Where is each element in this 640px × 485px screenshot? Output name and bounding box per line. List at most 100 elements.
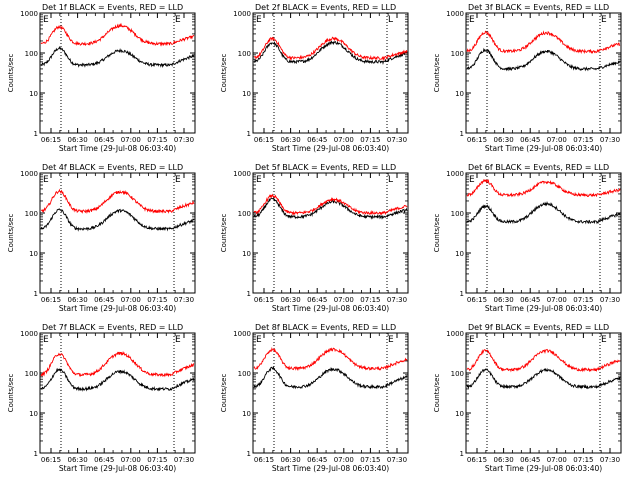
x-axis-label: Start Time (29-Jul-08 06:03:40) <box>485 464 602 473</box>
plot-title: Det 8f BLACK = Events, RED = LLD <box>255 323 396 332</box>
y-tick-label: 1000 <box>233 330 251 338</box>
marker-label: E <box>175 15 181 25</box>
x-tick-label: 06:45 <box>307 296 327 304</box>
marker-label: E <box>43 175 49 185</box>
series-line <box>253 366 408 390</box>
plot-title: Det 9f BLACK = Events, RED = LLD <box>468 323 609 332</box>
marker-label: E <box>469 335 475 345</box>
marker-label: E <box>469 175 475 185</box>
marker-label: E <box>469 15 475 25</box>
plot-frame <box>465 12 622 134</box>
x-tick-label: 06:15 <box>467 136 487 144</box>
x-tick-label: 06:45 <box>520 136 540 144</box>
x-tick-label: 06:30 <box>281 296 301 304</box>
y-tick-label: 1 <box>247 290 251 298</box>
series-line <box>41 188 195 214</box>
series-line <box>466 201 621 225</box>
x-tick-label: 07:15 <box>573 136 593 144</box>
marker-label: E <box>175 335 181 345</box>
y-tick-label: 10 <box>29 90 38 98</box>
detector-panel: Det 4f BLACK = Events, RED = LLD 1 10 100 10… <box>7 163 196 313</box>
y-tick-label: 1000 <box>233 170 251 178</box>
plot-frame <box>39 12 196 134</box>
y-tick-label: 1 <box>460 450 464 458</box>
y-tick-label: 1 <box>460 130 464 138</box>
x-tick-label: 07:00 <box>334 296 354 304</box>
y-axis-label: Counts/sec <box>433 214 441 253</box>
x-tick-label: 06:30 <box>68 296 88 304</box>
x-tick-label: 06:15 <box>254 136 274 144</box>
series-line <box>40 367 195 392</box>
x-tick-label: 07:00 <box>334 136 354 144</box>
x-tick-label: 07:30 <box>600 136 620 144</box>
plot-frame <box>252 332 409 454</box>
x-tick-label: 06:30 <box>494 136 514 144</box>
y-tick-label: 100 <box>451 210 464 218</box>
x-tick-label: 06:15 <box>41 136 61 144</box>
y-tick-label: 1 <box>34 130 38 138</box>
x-tick-label: 06:30 <box>494 296 514 304</box>
y-axis-label: Counts/sec <box>220 54 228 93</box>
series-line <box>253 197 408 220</box>
detector-panel: Det 1f BLACK = Events, RED = LLD 1 10 100 10… <box>7 3 196 153</box>
x-tick-label: 07:15 <box>360 456 380 464</box>
plot-frame <box>252 172 409 294</box>
y-tick-label: 100 <box>25 370 38 378</box>
x-tick-label: 06:30 <box>68 456 88 464</box>
x-tick-label: 07:00 <box>121 136 141 144</box>
y-tick-label: 1000 <box>233 10 251 18</box>
x-tick-label: 06:15 <box>467 456 487 464</box>
x-tick-label: 06:15 <box>41 456 61 464</box>
marker-label: E <box>256 335 262 345</box>
y-axis-label: Counts/sec <box>7 374 15 413</box>
series-line <box>466 348 621 373</box>
series-line <box>466 367 621 390</box>
plot-title: Det 4f BLACK = Events, RED = LLD <box>42 163 183 172</box>
x-tick-label: 06:15 <box>254 296 274 304</box>
x-tick-label: 07:00 <box>547 456 567 464</box>
x-tick-label: 07:30 <box>600 456 620 464</box>
y-axis-label: Counts/sec <box>433 54 441 93</box>
x-tick-label: 06:45 <box>94 136 114 144</box>
detector-panel: Det 3f BLACK = Events, RED = LLD 1 10 100 10… <box>433 3 622 153</box>
x-tick-label: 07:15 <box>147 296 167 304</box>
y-tick-label: 10 <box>29 250 38 258</box>
y-tick-label: 1000 <box>446 330 464 338</box>
y-tick-label: 100 <box>238 50 251 58</box>
x-tick-label: 06:45 <box>307 136 327 144</box>
x-tick-label: 07:15 <box>573 456 593 464</box>
y-tick-label: 100 <box>25 50 38 58</box>
x-tick-label: 07:00 <box>547 296 567 304</box>
y-tick-label: 10 <box>455 250 464 258</box>
marker-label: L <box>388 15 393 25</box>
y-tick-label: 100 <box>238 210 251 218</box>
plot-frame <box>465 332 622 454</box>
x-tick-label: 07:00 <box>121 456 141 464</box>
series-line <box>466 178 621 198</box>
series-line <box>40 208 195 232</box>
y-tick-label: 10 <box>455 410 464 418</box>
plot-title: Det 2f BLACK = Events, RED = LLD <box>255 3 396 12</box>
y-tick-label: 10 <box>29 410 38 418</box>
detector-panel: Det 5f BLACK = Events, RED = LLD 1 10 100 10… <box>220 163 409 313</box>
marker-label: E <box>601 175 607 185</box>
y-tick-label: 1000 <box>20 10 38 18</box>
x-tick-label: 06:45 <box>94 456 114 464</box>
marker-label: L <box>388 175 393 185</box>
x-axis-label: Start Time (29-Jul-08 06:03:40) <box>272 304 389 313</box>
y-axis-label: Counts/sec <box>220 214 228 253</box>
y-tick-label: 100 <box>451 370 464 378</box>
detector-panel: Det 6f BLACK = Events, RED = LLD 1 10 100 10… <box>433 163 622 313</box>
detector-panel: Det 7f BLACK = Events, RED = LLD 1 10 100 10… <box>7 323 196 473</box>
marker-label: E <box>43 335 49 345</box>
plot-title: Det 3f BLACK = Events, RED = LLD <box>468 3 609 12</box>
x-tick-label: 06:30 <box>68 136 88 144</box>
series-line <box>40 45 195 69</box>
y-axis-label: Counts/sec <box>220 374 228 413</box>
x-tick-label: 07:30 <box>174 456 194 464</box>
x-tick-label: 07:15 <box>147 456 167 464</box>
x-axis-label: Start Time (29-Jul-08 06:03:40) <box>485 304 602 313</box>
y-axis-label: Counts/sec <box>7 214 15 253</box>
plot-frame <box>252 12 409 134</box>
